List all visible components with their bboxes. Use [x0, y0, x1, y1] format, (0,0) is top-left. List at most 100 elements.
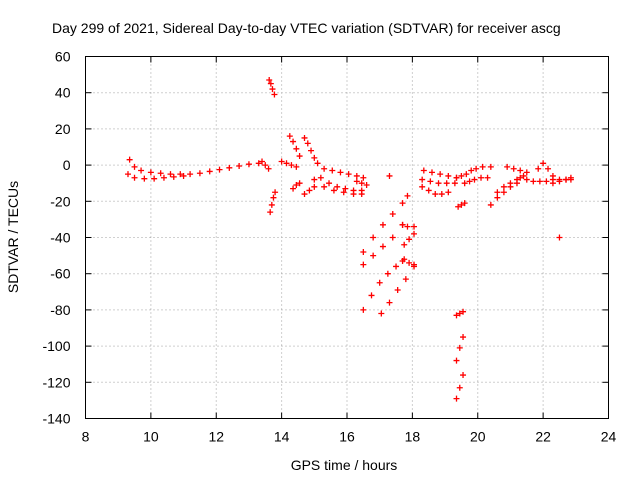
data-point: [126, 156, 133, 163]
data-point: [262, 162, 269, 169]
data-point: [311, 154, 318, 161]
data-point: [131, 174, 138, 181]
data-point: [360, 174, 367, 181]
data-point: [545, 165, 552, 172]
series-arc-19: [399, 221, 418, 230]
data-point: [487, 201, 494, 208]
data-point: [500, 183, 507, 190]
data-point: [432, 191, 439, 198]
data-point: [196, 170, 203, 177]
data-point: [507, 180, 514, 187]
data-point: [358, 180, 365, 187]
data-point: [556, 234, 563, 241]
data-point: [360, 261, 367, 268]
y-tick-label: -100: [42, 338, 70, 354]
data-point: [378, 310, 385, 317]
chart-title: Day 299 of 2021, Sidereal Day-to-day VTE…: [52, 20, 561, 36]
data-point: [389, 234, 396, 241]
data-point: [549, 180, 556, 187]
data-point: [288, 162, 295, 169]
data-point: [451, 180, 458, 187]
data-point: [437, 171, 444, 178]
data-point: [520, 172, 527, 179]
data-point: [393, 263, 400, 270]
data-point: [293, 145, 300, 152]
data-point: [170, 173, 177, 180]
data-point: [296, 153, 303, 160]
series-arc-23: [401, 256, 418, 268]
data-point: [177, 171, 184, 178]
data-point: [487, 163, 494, 170]
data-point: [455, 203, 462, 210]
data-point: [456, 310, 463, 317]
y-tick-label: -80: [50, 302, 70, 318]
series-arc-15: [353, 178, 370, 189]
data-point: [411, 261, 418, 268]
x-tick-label: 8: [82, 429, 90, 445]
x-axis-label: GPS time / hours: [291, 457, 398, 473]
data-point: [406, 259, 413, 266]
data-point: [290, 185, 297, 192]
data-point: [301, 191, 308, 198]
series-arc-24: [420, 167, 460, 181]
data-point: [386, 299, 393, 306]
data-point: [379, 221, 386, 228]
data-point: [160, 174, 167, 181]
data-point: [293, 163, 300, 170]
data-point: [245, 161, 252, 168]
series-arc-36: [517, 174, 574, 185]
data-point: [368, 292, 375, 299]
series-arc-38: [549, 174, 574, 187]
y-tick-label: 20: [55, 121, 71, 137]
data-point: [540, 160, 547, 167]
data-point: [157, 170, 164, 177]
data-point: [317, 174, 324, 181]
data-point: [386, 172, 393, 179]
data-point: [468, 167, 475, 174]
data-point: [458, 172, 465, 179]
data-point: [370, 252, 377, 259]
x-tick-label: 24: [601, 429, 617, 445]
data-point: [510, 165, 517, 172]
x-tick-label: 12: [208, 429, 224, 445]
data-point: [523, 176, 530, 183]
data-point: [379, 243, 386, 250]
series-arc-39: [556, 234, 563, 241]
data-point: [419, 183, 426, 190]
data-point: [270, 194, 277, 201]
series-arc-09: [290, 180, 303, 192]
series-arc-31: [453, 334, 467, 364]
data-point: [500, 189, 507, 196]
data-point: [151, 175, 158, 182]
data-point: [411, 223, 418, 230]
y-tick-label: -60: [50, 266, 70, 282]
data-point: [360, 248, 367, 255]
data-point: [255, 160, 262, 167]
data-point: [456, 384, 463, 391]
series-arc-30: [453, 308, 467, 319]
series-arc-03: [187, 160, 262, 178]
data-point: [494, 189, 501, 196]
data-point: [419, 176, 426, 183]
y-tick-label: 40: [55, 85, 71, 101]
data-point: [311, 176, 318, 183]
series-arc-21: [360, 258, 406, 313]
data-point: [453, 312, 460, 319]
data-points: [124, 77, 574, 402]
data-point: [326, 180, 333, 187]
series-arc-28: [461, 174, 491, 187]
data-point: [453, 174, 460, 181]
data-point: [306, 187, 313, 194]
data-point: [296, 180, 303, 187]
series-arc-27: [453, 163, 494, 181]
data-point: [401, 241, 408, 248]
data-point: [404, 223, 411, 230]
data-point: [463, 171, 470, 178]
data-point: [141, 175, 148, 182]
series-arc-35: [504, 163, 530, 176]
data-point: [458, 201, 465, 208]
data-point: [308, 147, 315, 154]
series-arc-17: [360, 192, 411, 255]
data-point: [259, 158, 266, 165]
